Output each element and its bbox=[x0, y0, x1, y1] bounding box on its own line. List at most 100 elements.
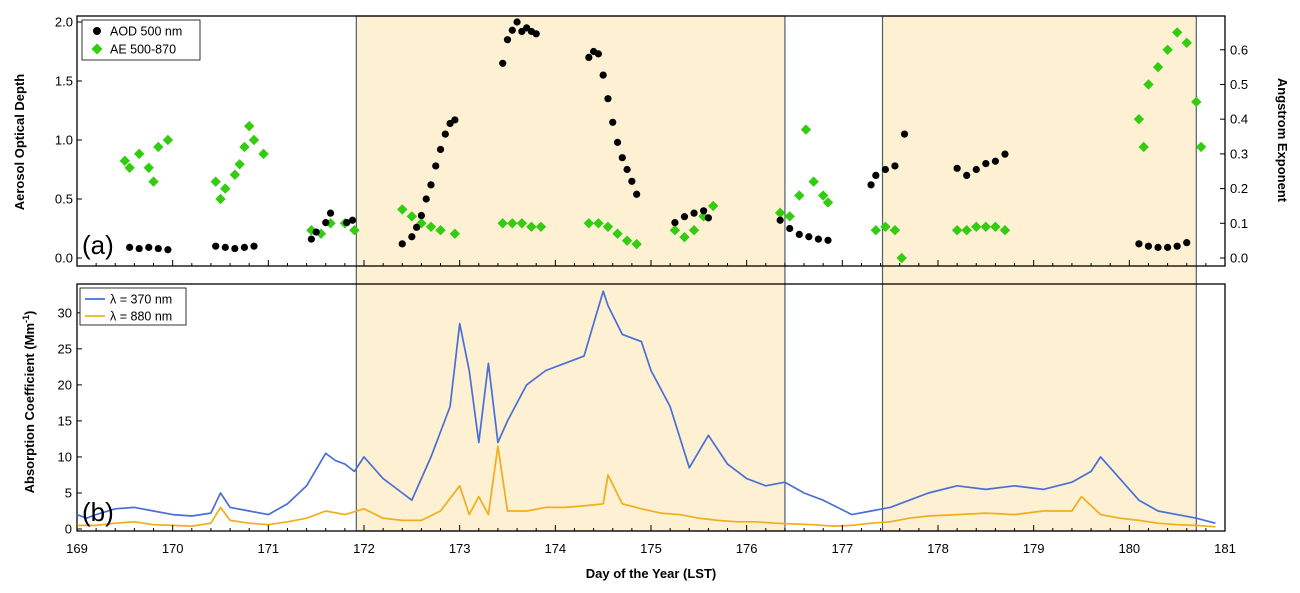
x-tick-label: 177 bbox=[831, 541, 853, 556]
legend-ae-label: AE 500-870 bbox=[110, 43, 176, 57]
aod-point bbox=[776, 216, 784, 224]
axes: 0.0 0.5 1.0 1.5 2.0 0.0 0.1 0.2 0.3 0.4 0.5 0.6 0 5 10… bbox=[55, 15, 1248, 557]
ae-point bbox=[258, 148, 269, 160]
ae-point bbox=[1152, 61, 1164, 73]
ae-point bbox=[980, 221, 992, 232]
panel-b-ytick-label: 0 bbox=[65, 522, 72, 537]
legend-370nm-label: λ = 370 nm bbox=[110, 293, 172, 307]
aod-point bbox=[126, 243, 134, 251]
aod-point bbox=[307, 235, 315, 243]
ae-point bbox=[880, 221, 891, 232]
ae-point bbox=[669, 225, 681, 236]
ae-point bbox=[698, 211, 709, 222]
aod-point bbox=[594, 50, 602, 58]
aod-point bbox=[417, 211, 425, 220]
ae-point bbox=[119, 155, 131, 167]
x-axis-title: Day of the Year (LST) bbox=[586, 566, 717, 581]
aod-point bbox=[250, 242, 258, 250]
aod-point bbox=[1183, 239, 1191, 247]
ae-point bbox=[133, 148, 145, 160]
aod-point bbox=[348, 216, 357, 224]
highlight-regions bbox=[355, 15, 1197, 532]
aod-point bbox=[881, 165, 889, 174]
ae-point bbox=[999, 225, 1011, 236]
aod-point bbox=[1154, 243, 1162, 251]
absorption-880nm-line bbox=[77, 445, 1216, 528]
ae-point bbox=[234, 159, 245, 170]
ae-point bbox=[210, 176, 221, 187]
ae-point bbox=[784, 211, 795, 222]
ae-point bbox=[215, 193, 226, 205]
ae-point bbox=[889, 225, 901, 236]
panel-a-y2tick-label: 0.3 bbox=[1230, 146, 1248, 161]
aod-point bbox=[408, 233, 416, 241]
aod-point bbox=[513, 18, 521, 26]
legend-aod-label: AOD 500 nm bbox=[110, 25, 182, 39]
ae-point bbox=[248, 134, 260, 146]
aod-point bbox=[432, 162, 440, 170]
aod-point bbox=[436, 145, 445, 154]
panel-a-legend-box bbox=[81, 19, 201, 61]
aod-point bbox=[891, 162, 899, 170]
panel-a-y2tick-label: 0.6 bbox=[1230, 42, 1248, 57]
ae-point bbox=[516, 218, 528, 229]
aod-point bbox=[343, 219, 351, 227]
ae-point bbox=[239, 141, 250, 153]
aod-point bbox=[312, 228, 320, 236]
panel-b-ytick-label: 30 bbox=[58, 305, 72, 320]
aod-point bbox=[413, 223, 421, 231]
ae-point bbox=[148, 176, 159, 187]
ae-point bbox=[153, 141, 164, 153]
panel-b-ylabel: Absorption Coefficient (Mm-1) bbox=[21, 311, 37, 494]
x-tick-label: 178 bbox=[927, 541, 949, 556]
aod-point bbox=[1144, 242, 1153, 250]
ae-point bbox=[244, 120, 255, 132]
ae-point bbox=[951, 225, 963, 236]
aod-point bbox=[1001, 150, 1009, 158]
ae-point bbox=[1171, 27, 1183, 38]
panel-b-ylabel-main: Absorption Coefficient (Mm bbox=[22, 323, 37, 493]
x-tick-label: 173 bbox=[449, 541, 471, 556]
ae-point bbox=[990, 221, 1001, 232]
aod-point bbox=[963, 171, 971, 179]
x-tick-label: 174 bbox=[544, 541, 566, 556]
ae-point bbox=[526, 221, 537, 232]
ae-point bbox=[507, 218, 518, 229]
aod-point bbox=[872, 171, 880, 179]
panel-a-y2tick-label: 0.1 bbox=[1230, 216, 1248, 231]
panel-b-legend-box bbox=[79, 287, 187, 326]
aod-point bbox=[900, 130, 909, 138]
aod-point bbox=[795, 230, 803, 238]
aod-point bbox=[599, 71, 607, 79]
x-tick-label: 169 bbox=[66, 541, 88, 556]
ae-point bbox=[961, 225, 972, 236]
aod-point bbox=[212, 242, 220, 250]
aod-point bbox=[398, 240, 406, 248]
panel-b-ylabel-exponent: -1 bbox=[21, 315, 31, 323]
aod-point bbox=[633, 190, 641, 198]
panel-a-ytick-label: 0.5 bbox=[55, 192, 73, 207]
aod-point bbox=[503, 36, 512, 44]
aod-point bbox=[972, 165, 980, 174]
aod-point bbox=[422, 195, 430, 203]
aod-point bbox=[628, 177, 636, 185]
ae-point bbox=[870, 225, 882, 236]
ae-point bbox=[397, 204, 408, 215]
panel-a-y2tick-label: 0.2 bbox=[1230, 181, 1248, 196]
legend-ae-marker bbox=[91, 43, 103, 55]
ae-point bbox=[1195, 141, 1207, 153]
panel-a-label: (a) bbox=[82, 230, 114, 260]
ae-point bbox=[425, 221, 437, 232]
aod-point bbox=[326, 209, 335, 217]
ae-point bbox=[306, 225, 317, 236]
ae-point bbox=[794, 190, 805, 201]
aod-point bbox=[618, 154, 626, 162]
aod-point bbox=[145, 243, 153, 251]
aod-point bbox=[322, 219, 330, 227]
ae-point bbox=[1181, 37, 1192, 49]
ae-point bbox=[535, 221, 547, 232]
aod-point bbox=[690, 209, 698, 217]
aod-point bbox=[671, 219, 679, 227]
ae-point bbox=[406, 211, 418, 222]
ae-point bbox=[349, 225, 360, 236]
